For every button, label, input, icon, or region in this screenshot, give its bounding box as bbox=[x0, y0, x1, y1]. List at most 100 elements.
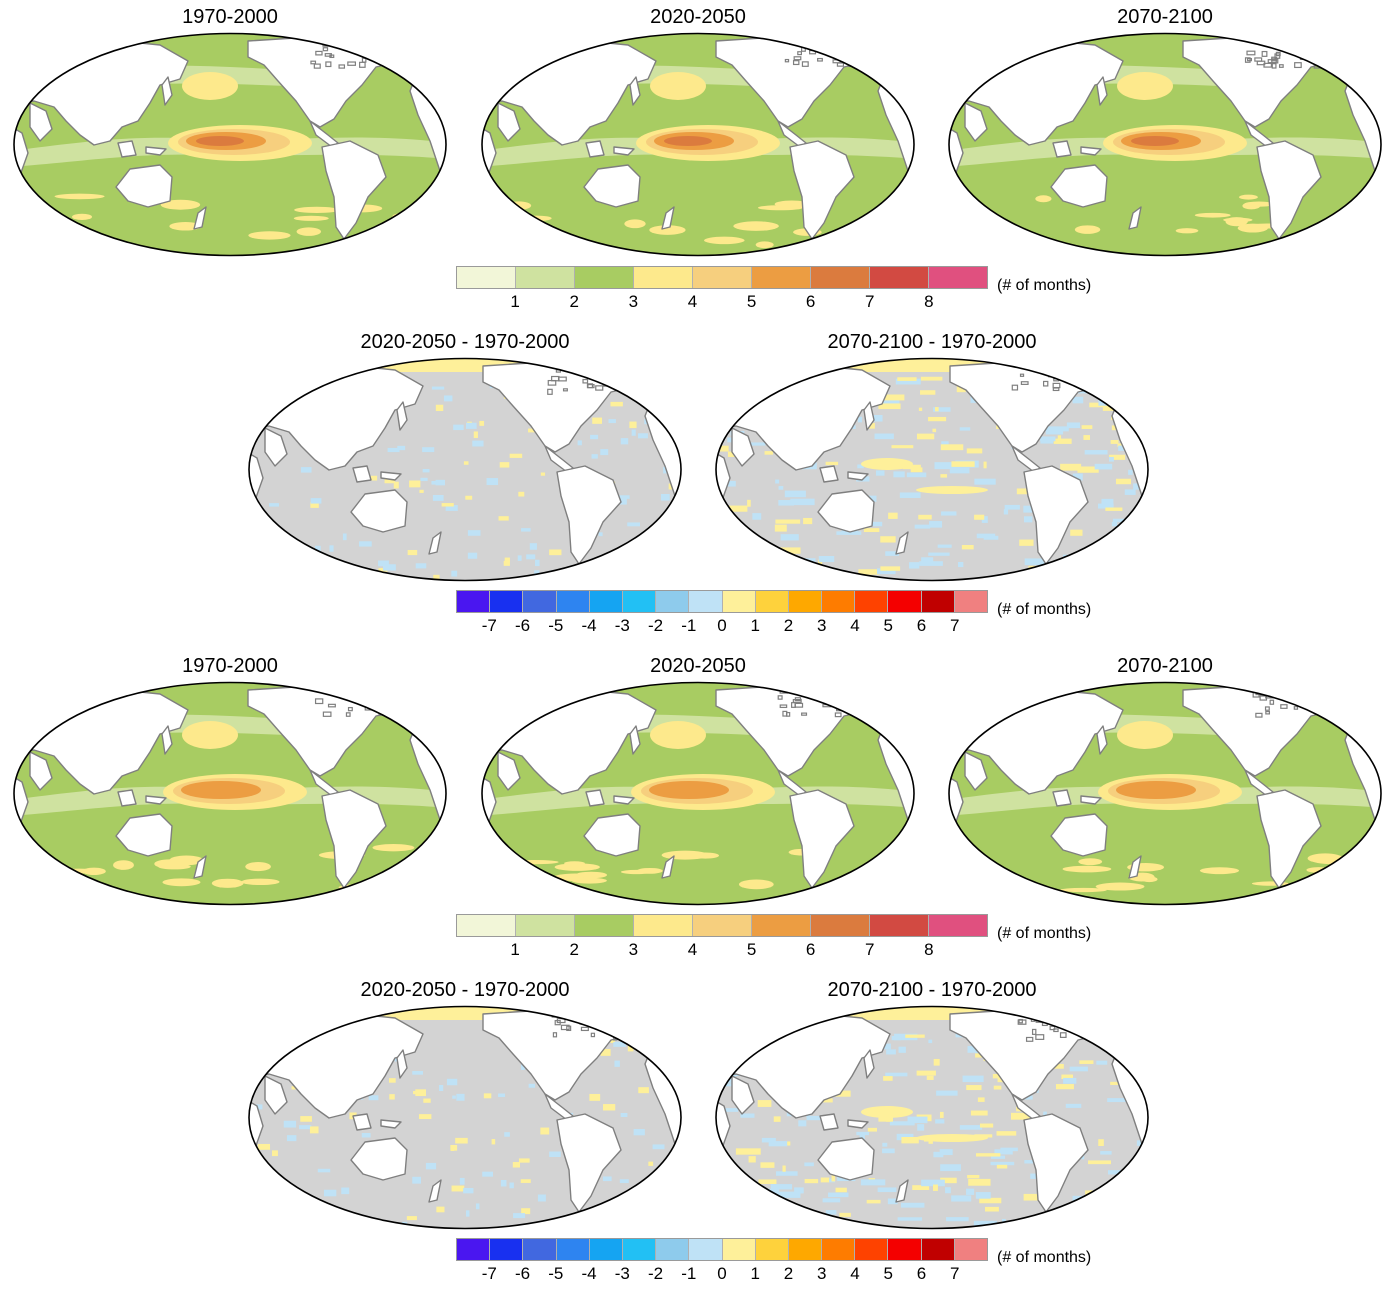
anomaly-cell bbox=[467, 552, 478, 559]
anomaly-cell bbox=[961, 545, 974, 550]
anomaly-cell bbox=[932, 428, 937, 433]
anomaly-cell bbox=[503, 560, 510, 566]
arctic-island bbox=[352, 40, 357, 47]
land-mass bbox=[1073, 1009, 1117, 1035]
yellow-patch bbox=[160, 199, 201, 210]
anomaly-cell bbox=[761, 1206, 777, 1212]
arctic-island bbox=[621, 367, 631, 374]
anomaly-cell bbox=[272, 1150, 278, 1157]
yellow-patch bbox=[530, 890, 553, 895]
land-mass bbox=[497, 102, 521, 142]
yellow-patch bbox=[1194, 212, 1231, 218]
anomaly-cell bbox=[521, 1208, 531, 1215]
anomaly-cell bbox=[604, 1202, 615, 1210]
anomaly-cell bbox=[620, 1113, 628, 1118]
yellow-patch bbox=[296, 227, 322, 236]
yellow-patch bbox=[1095, 882, 1145, 891]
land-mass bbox=[145, 146, 167, 156]
anomaly-cell bbox=[928, 552, 950, 556]
anomaly-cell bbox=[940, 1164, 961, 1172]
colorbar-tick-label: -5 bbox=[548, 616, 564, 635]
anomaly-cell bbox=[958, 562, 964, 568]
colorbar-swatch bbox=[752, 267, 811, 288]
anomaly-cell bbox=[1141, 544, 1148, 550]
arctic-island bbox=[1283, 695, 1289, 702]
anomaly-cell bbox=[517, 555, 522, 561]
anomaly-cell bbox=[880, 536, 896, 543]
anomaly-cell bbox=[1098, 1139, 1104, 1147]
arctic-island bbox=[1263, 62, 1272, 68]
colorbar-tick-label: -7 bbox=[481, 1264, 497, 1283]
arctic-island bbox=[603, 1022, 609, 1028]
map-title-da1: 2020-2050 - 1970-2000 bbox=[360, 331, 570, 353]
arctic-island bbox=[1072, 363, 1078, 370]
land-mass bbox=[145, 795, 167, 805]
anomaly-cell bbox=[1120, 394, 1141, 398]
arctic-island bbox=[792, 60, 800, 66]
anomaly-cell bbox=[910, 467, 923, 473]
yellow-patch bbox=[523, 224, 554, 234]
anomaly-cell bbox=[768, 1141, 788, 1147]
arctic-island bbox=[794, 697, 802, 702]
land-mass bbox=[428, 1179, 442, 1203]
arctic-island bbox=[1280, 704, 1288, 709]
land-mass bbox=[1052, 140, 1072, 158]
yellow-patch bbox=[372, 844, 415, 852]
anomaly-cell bbox=[295, 1222, 301, 1226]
anomaly-cell bbox=[663, 466, 668, 474]
colorbar-tick-label: 7 bbox=[865, 940, 875, 959]
colorbar-swatch bbox=[490, 591, 524, 612]
arctic-island bbox=[1011, 384, 1019, 391]
anomaly-cell bbox=[509, 1182, 514, 1189]
arctic-island bbox=[1062, 1022, 1067, 1026]
anomaly-cell bbox=[966, 1188, 975, 1195]
anomaly-cell bbox=[1083, 435, 1091, 440]
absolute-colorbar-a bbox=[456, 266, 988, 289]
anomaly-cell bbox=[1109, 454, 1126, 460]
yellow-patch bbox=[1062, 865, 1112, 873]
anomaly-cell bbox=[463, 461, 469, 465]
anomaly-cell bbox=[590, 434, 599, 440]
absolute-colorbar-unit-b: (# of months) bbox=[997, 925, 1092, 942]
anomaly-cell bbox=[1068, 1214, 1085, 1219]
anomaly-cell bbox=[1102, 406, 1120, 411]
anomaly-cell bbox=[1111, 1048, 1132, 1054]
land-mass bbox=[731, 1075, 755, 1115]
anomaly-cell bbox=[1032, 1217, 1041, 1223]
anomaly-cell bbox=[472, 440, 484, 447]
anomaly-cell bbox=[939, 1111, 944, 1118]
anomaly-cell bbox=[882, 394, 905, 401]
anomaly-cell bbox=[466, 422, 477, 429]
anomaly-cell bbox=[1045, 429, 1064, 435]
arctic-island bbox=[600, 1022, 610, 1027]
anomaly-cell bbox=[974, 478, 996, 485]
anomaly-cell bbox=[602, 1176, 612, 1182]
anomaly-cell bbox=[747, 499, 751, 507]
colorbar-tick-label: 0 bbox=[717, 616, 727, 635]
anomaly-cell bbox=[891, 445, 914, 449]
anomaly-cell bbox=[441, 503, 454, 507]
anomaly-cell bbox=[740, 549, 756, 556]
anomaly-cell bbox=[891, 1035, 902, 1041]
anomaly-cell bbox=[939, 1149, 953, 1156]
anomaly-cell bbox=[775, 479, 780, 484]
anomaly-cell bbox=[778, 500, 795, 506]
anomaly-cell bbox=[631, 429, 636, 436]
anomaly-cell bbox=[778, 486, 784, 490]
arctic-island bbox=[590, 1032, 596, 1038]
arctic-island bbox=[1255, 712, 1263, 718]
anomaly-cell bbox=[625, 547, 638, 551]
land-mass bbox=[497, 751, 521, 791]
arctic-island bbox=[1244, 57, 1251, 63]
colorbar-swatch bbox=[954, 591, 987, 612]
arctic-island bbox=[777, 695, 783, 700]
anomaly-cell bbox=[638, 1087, 649, 1094]
anomaly-cell bbox=[1108, 1183, 1116, 1190]
arctic-island bbox=[784, 58, 790, 63]
colorbar-swatch bbox=[811, 267, 870, 288]
anomaly-cell bbox=[540, 472, 546, 476]
anomaly-cell bbox=[618, 1213, 622, 1218]
anomaly-cell bbox=[975, 1192, 991, 1199]
arctic-island bbox=[623, 366, 630, 372]
arctic-island bbox=[1275, 51, 1281, 57]
